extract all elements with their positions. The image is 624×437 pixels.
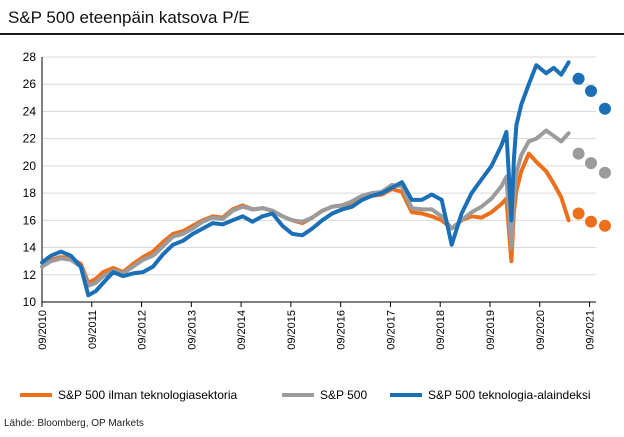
forecast-point-1 [585,157,598,170]
series-line-1 [40,128,571,288]
x-tick-label: 09/2020 [535,310,547,350]
y-tick-label: 12 [23,268,37,282]
legend-label-sp500: S&P 500 [320,388,368,402]
y-tick-label: 24 [23,104,37,118]
x-tick-label: 09/2014 [236,310,248,350]
legend-swatch-orange [20,393,52,397]
y-tick-label: 28 [23,50,37,64]
forecast-point-2 [585,85,598,98]
chart-area: 10 12 14 16 18 20 22 24 26 28 09/2010 09/2011 09/201… [23,50,611,350]
y-tick-label: 22 [23,132,37,146]
legend-item-tech: S&P 500 teknologia-alaindeksi [390,388,591,402]
legend-item-ex-tech: S&P 500 ilman teknologiasektoria [20,388,237,402]
y-tick-label: 20 [23,159,37,173]
x-tick-label: 09/2017 [385,310,397,350]
series-line-0 [40,151,571,285]
y-tick-label: 10 [23,295,37,309]
forecast-point-2 [572,72,585,85]
x-tick-label: 09/2016 [336,310,348,350]
legend-swatch-blue [390,393,422,397]
y-tick-label: 16 [23,213,37,227]
legend-swatch-gray [282,393,314,397]
x-tick-label: 09/2010 [37,310,49,350]
chart-title: S&P 500 eteenpäin katsova P/E [8,8,250,27]
forecast-point-1 [572,147,585,160]
y-tick-label: 26 [23,77,37,91]
legend-item-sp500: S&P 500 [282,388,367,402]
forecast-point-2 [598,102,611,115]
source-note: Lähde: Bloomberg, OP Markets [4,418,144,429]
forecast-point-0 [598,219,611,232]
x-tick-label: 09/2018 [435,310,447,350]
y-tick-label: 18 [23,186,37,200]
forecast-point-1 [598,166,611,179]
x-tick-label: 09/2013 [186,310,198,350]
y-tick-label: 14 [23,241,37,255]
forecast-point-0 [572,207,585,220]
title-divider [0,33,624,35]
x-tick-label: 09/2019 [485,310,497,350]
x-tick-label: 09/2012 [137,310,149,350]
forecast-point-0 [585,215,598,228]
legend-label-tech: S&P 500 teknologia-alaindeksi [428,388,591,402]
x-tick-label: 09/2021 [585,310,597,350]
x-tick-label: 09/2011 [87,310,99,349]
legend-label-ex-tech: S&P 500 ilman teknologiasektoria [58,388,238,402]
legend: S&P 500 ilman teknologiasektoria S&P 500… [0,388,624,406]
series-line-2 [40,60,571,298]
x-tick-label: 09/2015 [286,310,298,350]
